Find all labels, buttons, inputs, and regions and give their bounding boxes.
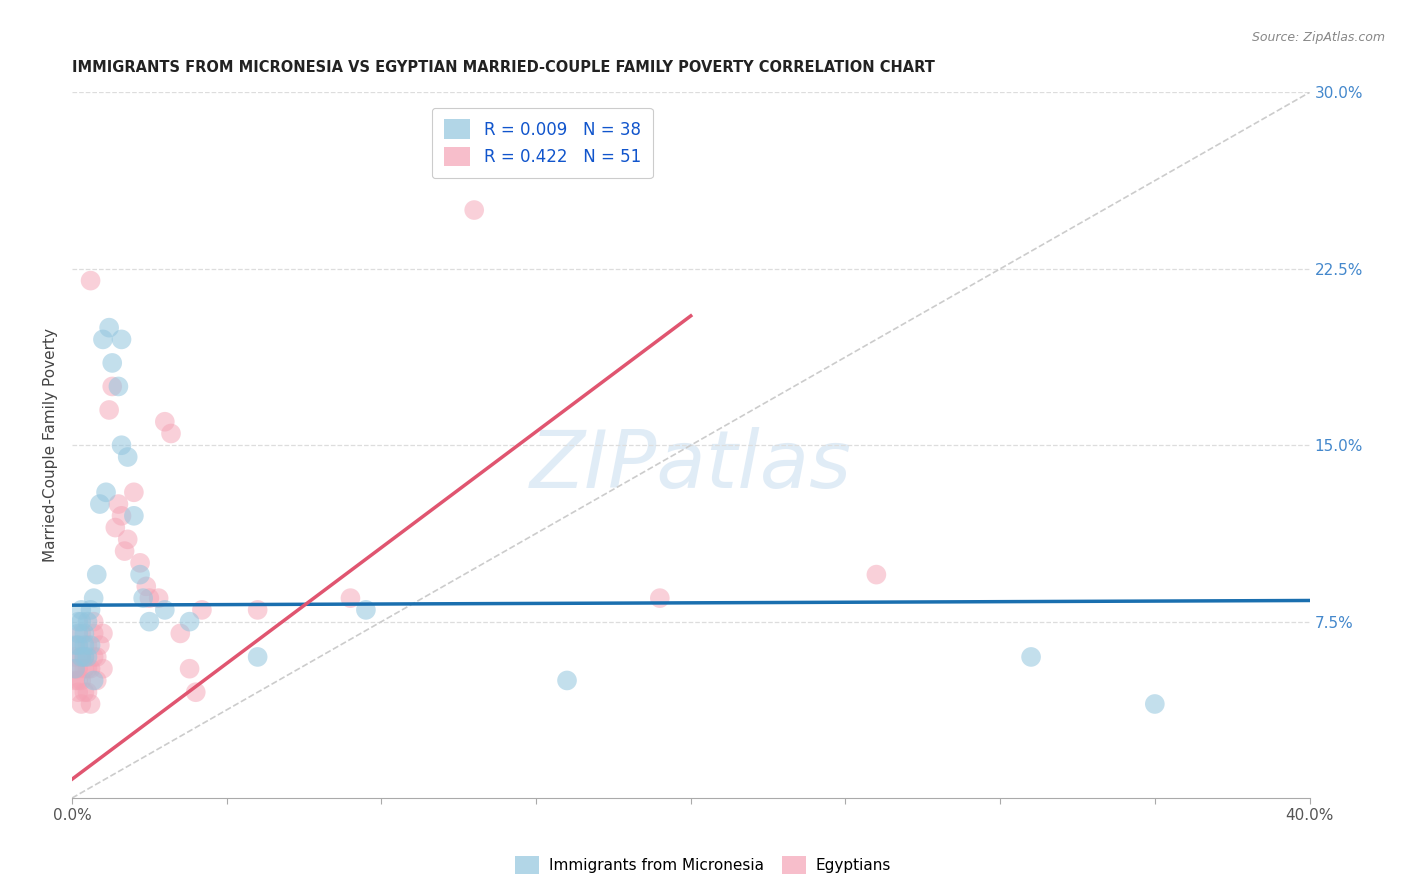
Point (67, 626, 90, 640)
Point (153, 603, 176, 617)
Point (98, 403, 121, 417)
Point (70, 697, 93, 711)
Point (160, 426, 183, 441)
Point (73, 649, 96, 664)
Point (91, 626, 114, 640)
Point (101, 379, 124, 393)
Point (63, 673, 86, 688)
Point (86, 567, 108, 582)
Point (148, 591, 170, 606)
Point (122, 508, 145, 523)
Point (70, 673, 93, 688)
Point (89, 497, 111, 511)
Point (67, 638, 90, 652)
Point (70, 615, 93, 629)
Point (122, 485, 145, 500)
Point (79, 603, 101, 617)
Point (179, 662, 201, 676)
Point (83, 615, 105, 629)
Legend: Immigrants from Micronesia, Egyptians: Immigrants from Micronesia, Egyptians (509, 850, 897, 880)
Point (73, 626, 96, 640)
Point (110, 508, 132, 523)
Point (83, 591, 105, 606)
Point (89, 638, 111, 652)
Point (86, 673, 108, 688)
Point (73, 638, 96, 652)
Point (104, 520, 127, 534)
Point (70, 626, 93, 640)
Point (114, 544, 136, 558)
Point (73, 685, 96, 699)
Point (63, 638, 86, 652)
Point (91, 332, 114, 346)
Point (1143, 697, 1166, 711)
Point (79, 638, 101, 652)
Point (132, 591, 155, 606)
Point (76, 685, 98, 699)
Point (135, 579, 157, 593)
Point (70, 649, 93, 664)
Point (70, 603, 93, 617)
Point (67, 638, 90, 652)
Point (76, 615, 98, 629)
Point (91, 662, 114, 676)
Point (117, 533, 139, 547)
Point (129, 556, 152, 570)
Point (463, 202, 485, 217)
Point (354, 603, 377, 617)
Point (865, 567, 887, 582)
Point (63, 662, 86, 676)
Point (169, 626, 191, 640)
Point (79, 662, 101, 676)
Text: Source: ZipAtlas.com: Source: ZipAtlas.com (1251, 31, 1385, 45)
Point (1019, 649, 1042, 664)
Point (117, 450, 139, 464)
Point (184, 685, 207, 699)
Point (555, 673, 578, 688)
Text: IMMIGRANTS FROM MICRONESIA VS EGYPTIAN MARRIED-COUPLE FAMILY POVERTY CORRELATION: IMMIGRANTS FROM MICRONESIA VS EGYPTIAN M… (72, 60, 935, 75)
Point (110, 438, 132, 452)
Point (76, 662, 98, 676)
Point (63, 662, 86, 676)
Point (246, 603, 269, 617)
Point (73, 662, 96, 676)
Point (67, 662, 90, 676)
Point (63, 649, 86, 664)
Point (79, 697, 101, 711)
Point (94, 485, 117, 500)
Point (138, 615, 160, 629)
Point (110, 332, 132, 346)
Point (153, 415, 176, 429)
Point (107, 497, 129, 511)
Point (246, 649, 269, 664)
Text: ZIPatlas: ZIPatlas (530, 427, 852, 506)
Point (101, 356, 124, 370)
Point (648, 591, 671, 606)
Point (70, 649, 93, 664)
Point (83, 649, 105, 664)
Point (67, 673, 90, 688)
Point (76, 638, 98, 652)
Legend: R = 0.009   N = 38, R = 0.422   N = 51: R = 0.009 N = 38, R = 0.422 N = 51 (432, 108, 652, 178)
Point (107, 379, 129, 393)
Point (83, 626, 105, 640)
Point (191, 603, 214, 617)
Point (339, 591, 361, 606)
Point (76, 649, 98, 664)
Point (129, 567, 152, 582)
Point (73, 649, 96, 664)
Point (179, 615, 201, 629)
Point (83, 673, 105, 688)
Point (79, 274, 101, 288)
Point (67, 615, 90, 629)
Point (98, 320, 121, 334)
Y-axis label: Married-Couple Family Poverty: Married-Couple Family Poverty (44, 328, 58, 562)
Point (86, 649, 108, 664)
Point (138, 591, 160, 606)
Point (67, 685, 90, 699)
